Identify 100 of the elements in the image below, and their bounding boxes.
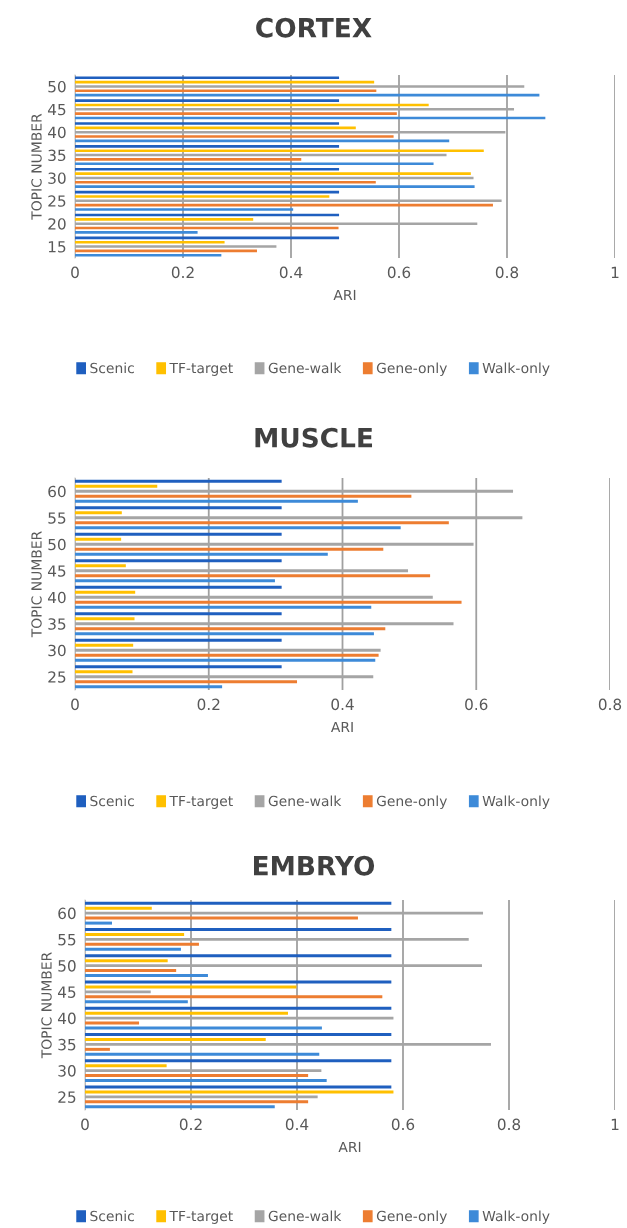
bar	[75, 627, 386, 631]
bar	[85, 1059, 392, 1063]
bar	[75, 253, 222, 257]
x-tick-label: 1	[611, 266, 619, 278]
bar	[85, 1100, 309, 1104]
bar	[85, 921, 113, 925]
y-tick-label: 30	[48, 644, 66, 657]
y-tick-label: 35	[58, 1038, 76, 1051]
bar	[75, 76, 340, 80]
y-tick-label: 40	[47, 591, 66, 604]
bar	[75, 552, 328, 556]
bar	[85, 1085, 392, 1089]
legend-label: Gene-walk	[268, 795, 342, 807]
x-axis-title: ARI	[333, 289, 356, 301]
bar	[85, 985, 297, 989]
y-tick-label: 40	[57, 1012, 76, 1025]
bar	[75, 135, 394, 138]
y-tick-label: 35	[48, 618, 66, 630]
y-tick-label: 45	[47, 565, 66, 577]
bar	[85, 1064, 167, 1068]
x-tick-label: 0.4	[285, 1118, 309, 1131]
bar	[85, 1052, 320, 1056]
bar	[75, 665, 282, 669]
bar	[75, 559, 282, 563]
bar	[75, 479, 282, 483]
y-axis-title: TOPIC NUMBER	[31, 113, 42, 220]
legend-label: Gene-only	[376, 795, 447, 809]
bar	[75, 658, 376, 662]
y-tick-label: 20	[48, 218, 66, 230]
legend-label: TF-target	[169, 362, 233, 376]
bar	[85, 932, 185, 936]
bar	[75, 99, 340, 102]
bar	[75, 185, 475, 188]
bar	[75, 89, 377, 93]
bar	[75, 632, 374, 636]
x-axis-title: ARI	[338, 1141, 361, 1153]
y-tick-label: 50	[48, 80, 66, 93]
bar	[75, 195, 330, 198]
bar	[75, 149, 484, 153]
bar	[75, 680, 298, 684]
y-axis-title: TOPIC NUMBER	[31, 531, 42, 638]
y-tick-label: 50	[48, 538, 66, 551]
bar	[75, 590, 136, 594]
bar	[85, 942, 199, 946]
bar	[75, 112, 397, 115]
bar	[75, 685, 223, 689]
y-tick-label: 55	[58, 934, 76, 946]
y-tick-label: 60	[58, 907, 76, 920]
bar	[85, 959, 168, 963]
x-tick-label: 0.4	[331, 698, 354, 711]
bar	[85, 1011, 288, 1015]
bar	[75, 122, 340, 125]
x-tick-label: 0.6	[391, 1118, 415, 1131]
bar	[85, 980, 392, 984]
bar	[75, 574, 431, 578]
bar	[85, 1079, 327, 1083]
y-tick-label: 45	[57, 986, 76, 998]
bar	[75, 547, 384, 551]
legend-label: Walk-only	[482, 795, 550, 809]
bar	[75, 670, 133, 674]
bar	[85, 1090, 394, 1094]
y-tick-label: 25	[48, 671, 66, 683]
y-tick-label: 55	[48, 512, 66, 524]
bar	[75, 653, 379, 657]
legend-label: Gene-only	[376, 362, 447, 376]
x-tick-label: 0	[71, 266, 79, 279]
bar	[75, 240, 225, 244]
legend-label: TF-target	[169, 795, 233, 809]
legend-label: Gene-only	[376, 1210, 447, 1224]
bar	[75, 145, 340, 148]
legend-label: Scenic	[90, 795, 134, 807]
bar	[75, 638, 282, 642]
bar	[75, 180, 376, 184]
legend-label: Walk-only	[482, 1210, 550, 1224]
y-tick-label: 30	[58, 1065, 76, 1077]
x-axis-title: ARI	[330, 721, 353, 733]
bar	[85, 916, 358, 920]
x-tick-label: 0.4	[279, 266, 303, 279]
bar	[85, 1006, 392, 1010]
legend-label: Walk-only	[482, 362, 550, 376]
bar	[75, 579, 275, 583]
x-tick-label: 0.2	[179, 1118, 202, 1131]
bar	[75, 158, 302, 161]
x-tick-label: 0	[81, 1118, 89, 1131]
chart-title: EMBRYO	[254, 855, 375, 876]
bar	[75, 231, 198, 234]
bar	[75, 484, 158, 488]
y-tick-label: 50	[58, 960, 76, 972]
bar	[85, 1021, 140, 1025]
bar	[75, 172, 471, 175]
bar	[75, 564, 126, 568]
bar	[85, 1047, 110, 1051]
x-tick-label: 0.2	[171, 266, 194, 279]
bar	[85, 1105, 275, 1109]
bar	[75, 526, 401, 530]
bar	[75, 162, 434, 166]
y-tick-label: 40	[47, 126, 66, 139]
bar	[75, 511, 122, 515]
x-tick-label: 0.8	[598, 698, 622, 711]
legend-label: Scenic	[90, 362, 134, 374]
